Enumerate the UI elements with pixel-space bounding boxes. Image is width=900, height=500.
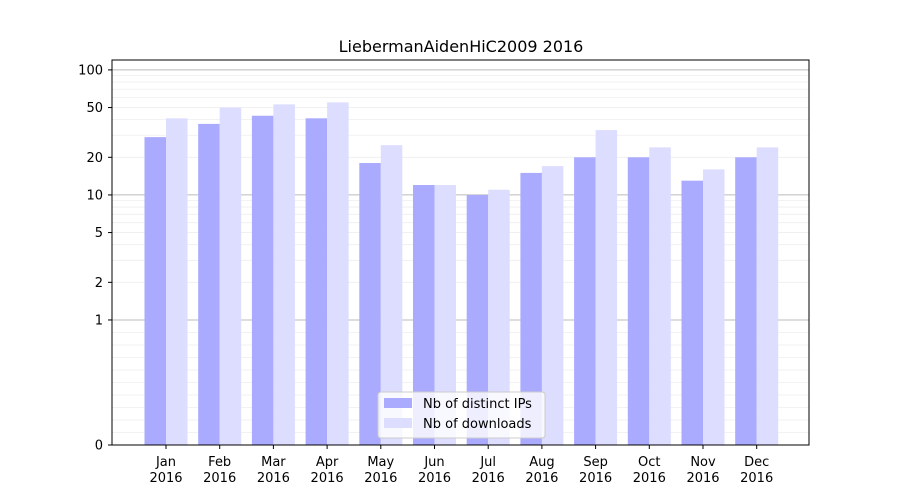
bar-ips [681,180,703,445]
x-tick-label-year: 2016 [257,471,290,486]
y-tick-label: 100 [78,63,103,78]
bar-ips [305,118,328,445]
y-tick-label: 5 [95,226,103,241]
x-axis: Jan2016Feb2016Mar2016Apr2016May2016Jun20… [149,445,773,486]
legend-swatch [384,398,412,408]
x-tick-label-year: 2016 [633,471,666,486]
bar-ips [627,157,650,445]
bar-ips [144,137,166,445]
x-tick-label-month: May [367,455,394,470]
bar-ips [413,185,435,445]
x-tick-label-year: 2016 [472,471,505,486]
x-tick-label-year: 2016 [525,471,558,486]
x-tick-label-month: Jan [155,455,176,470]
bar-ips [359,163,381,445]
x-tick-label-year: 2016 [418,471,451,486]
x-tick-label-month: Apr [316,455,339,470]
legend-swatch [384,418,412,428]
x-tick-label-month: Mar [261,455,286,470]
x-tick-label-month: Sep [583,455,608,470]
bar-ips [251,115,274,445]
legend-label: Nb of distinct IPs [423,397,532,412]
y-tick-label: 0 [95,439,103,454]
chart-title: LiebermanAidenHiC2009 2016 [339,37,584,56]
x-tick-label-year: 2016 [203,471,236,486]
bar-ips [735,157,757,445]
x-tick-label-month: Jul [479,455,496,470]
y-axis: 0 1 2 5 10 20 50 100 [78,63,112,454]
x-tick-label-year: 2016 [579,471,612,486]
bar-ips [520,172,542,445]
x-tick-label-month: Nov [690,455,716,470]
x-tick-label-year: 2016 [311,471,344,486]
y-tick-label: 10 [86,188,103,203]
y-tick-label: 50 [86,101,103,116]
x-tick-label-month: Oct [638,455,660,470]
y-tick-label: 2 [95,276,103,291]
bar-downloads [488,189,510,445]
bar-downloads [380,145,403,445]
bar-downloads [273,104,295,445]
bar-ips [466,194,489,445]
plot-frame [111,59,810,446]
bar-downloads [756,147,779,446]
bar-downloads [166,118,188,445]
y-tick-label: 1 [95,313,103,328]
bar-downloads [219,107,242,446]
y-tick-label: 20 [86,151,103,166]
x-tick-label-month: Jun [423,455,444,470]
x-tick-label-month: Aug [529,455,554,470]
bar-downloads [595,130,618,445]
x-tick-label-year: 2016 [686,471,719,486]
x-tick-label-year: 2016 [364,471,397,486]
bar-ips [574,157,596,445]
x-tick-label-year: 2016 [740,471,773,486]
bars [144,102,779,446]
x-tick-label-month: Dec [744,455,769,470]
bar-downloads [434,185,456,445]
x-tick-label-month: Feb [208,455,231,470]
bar-downloads [541,166,564,445]
legend-label: Nb of downloads [423,417,532,432]
bar-downloads [649,147,671,446]
bar-ips [198,123,220,445]
legend-box [377,391,546,439]
bar-downloads [703,169,725,445]
legend: Nb of distinct IPs Nb of downloads [377,391,546,439]
x-tick-label-year: 2016 [149,471,182,486]
bar-downloads [327,102,349,445]
